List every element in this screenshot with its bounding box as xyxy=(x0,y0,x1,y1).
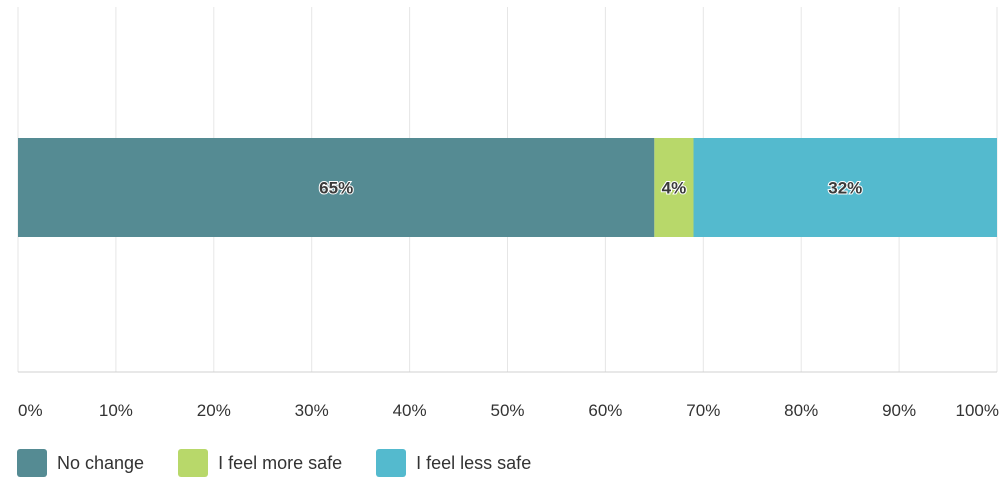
x-tick-label: 40% xyxy=(393,401,427,420)
bar-data-labels: 65% 4% 32% xyxy=(318,178,863,199)
x-tick-label: 90% xyxy=(882,401,916,420)
x-tick-label: 20% xyxy=(197,401,231,420)
legend-item-no-change[interactable]: No change xyxy=(17,449,144,477)
bar-segments xyxy=(18,138,997,237)
x-tick-label: 70% xyxy=(686,401,720,420)
x-tick-label: 100% xyxy=(956,401,999,420)
x-tick-label: 10% xyxy=(99,401,133,420)
x-tick-label: 30% xyxy=(295,401,329,420)
stacked-bar-chart: 65% 4% 32% 0% 10% 20% 30% 40% 50% 60% 70% 80% 90% 10… xyxy=(17,7,999,420)
x-tick-label: 50% xyxy=(490,401,524,420)
bar-segment[interactable] xyxy=(693,138,997,237)
x-axis-tick-labels: 0% 10% 20% 30% 40% 50% 60% 70% 80% 90% 100% xyxy=(18,401,999,420)
x-tick-label: 80% xyxy=(784,401,818,420)
legend-item-more-safe[interactable]: I feel more safe xyxy=(178,449,342,477)
bar-data-label: 65% xyxy=(319,179,353,198)
bar-segment[interactable] xyxy=(18,138,655,237)
x-tick-label: 0% xyxy=(18,401,43,420)
legend-swatch-less-safe xyxy=(376,449,407,477)
legend-label-more-safe: I feel more safe xyxy=(218,452,343,473)
x-tick-label: 60% xyxy=(588,401,622,420)
legend-swatch-more-safe xyxy=(178,449,209,477)
bar-segment[interactable] xyxy=(654,138,694,237)
bar-data-label: 4% xyxy=(662,179,687,198)
legend-label-no-change: No change xyxy=(57,452,145,473)
bar-data-label: 32% xyxy=(828,179,862,198)
legend-item-less-safe[interactable]: I feel less safe xyxy=(376,449,531,477)
legend-swatch-no-change xyxy=(17,449,47,477)
legend-label-less-safe: I feel less safe xyxy=(416,452,532,473)
legend: No change I feel more safe I feel less s… xyxy=(17,449,565,477)
